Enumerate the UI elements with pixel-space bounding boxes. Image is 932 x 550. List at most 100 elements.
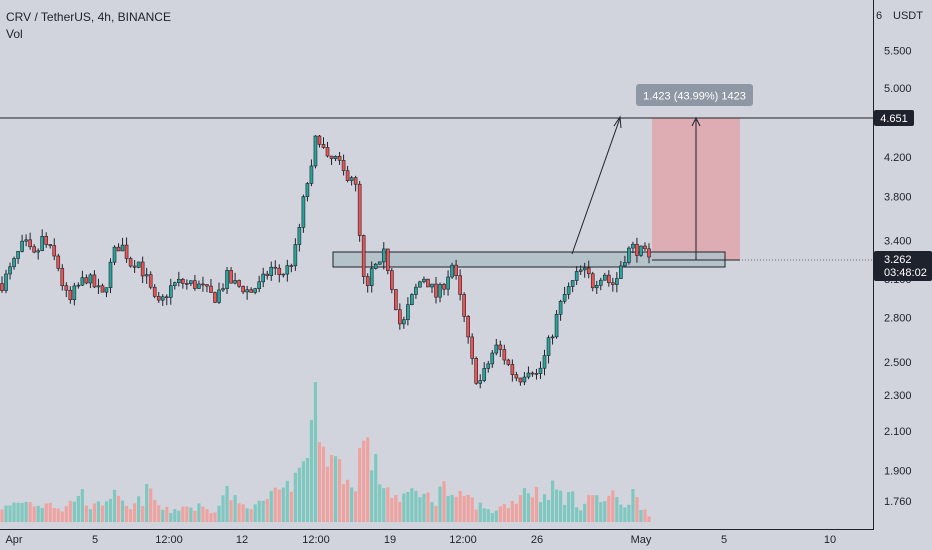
volume-bar <box>526 493 531 522</box>
volume-bar <box>12 502 16 522</box>
volume-bar <box>386 487 390 522</box>
candle-body <box>373 263 378 269</box>
volume-bar <box>595 495 599 522</box>
candle-body <box>526 372 531 378</box>
volume-bar <box>313 382 318 522</box>
candle-body <box>635 243 639 256</box>
candle-body <box>647 248 651 258</box>
time-tick-label: Apr <box>5 534 22 546</box>
volume-bar <box>181 506 185 522</box>
candle-body <box>28 239 32 248</box>
volume-bar <box>370 470 374 522</box>
volume-bar <box>100 505 105 522</box>
volume-bar <box>579 510 583 522</box>
candle-body <box>273 266 278 269</box>
candle-body <box>293 244 298 267</box>
volume-bar <box>221 495 225 522</box>
volume-bar <box>269 490 273 522</box>
volume-bar <box>502 504 506 522</box>
candle-body <box>558 300 563 315</box>
candle-body <box>72 285 77 301</box>
volume-bar <box>567 492 571 522</box>
volume-bar <box>410 488 414 522</box>
volume-bar <box>56 508 60 522</box>
volume-bar <box>474 509 478 522</box>
volume-bar <box>647 516 651 522</box>
candle-body <box>40 235 44 251</box>
candle-body <box>36 250 40 253</box>
volume-bar <box>237 503 241 522</box>
volume-bar <box>44 503 48 522</box>
volume-indicator-label[interactable]: Vol <box>6 27 23 41</box>
volume-bar <box>104 501 109 522</box>
price-tick-label: 6 <box>876 10 882 22</box>
volume-bar <box>575 507 579 522</box>
projection-arrow[interactable] <box>571 117 621 255</box>
volume-bar <box>458 490 462 522</box>
volume-bar <box>470 497 474 522</box>
volume-bars <box>0 382 651 522</box>
candle-body <box>578 269 583 272</box>
candle-body <box>313 135 318 167</box>
volume-bar <box>120 500 125 522</box>
candle-body <box>349 177 354 181</box>
volume-bar <box>486 509 490 522</box>
candle-body <box>168 285 173 298</box>
volume-bar <box>261 500 265 522</box>
candle-body <box>474 358 478 384</box>
volume-bar <box>631 489 635 522</box>
volume-bar <box>124 505 129 522</box>
volume-bar <box>522 488 527 522</box>
symbol-title[interactable]: CRV / TetherUS, 4h, BINANCE <box>6 10 171 24</box>
volume-bar <box>201 506 205 522</box>
candle-body <box>402 319 406 325</box>
candle-body <box>52 245 57 257</box>
candle-body <box>249 289 253 293</box>
volume-bar <box>607 495 611 522</box>
candle-body <box>213 292 217 303</box>
candle-body <box>185 283 189 285</box>
volume-bar <box>48 502 52 522</box>
candle-body <box>257 281 261 289</box>
volume-bar <box>36 505 40 522</box>
price-tick-label: 3.800 <box>884 192 912 204</box>
volume-bar <box>141 506 145 522</box>
volume-bar <box>297 467 301 522</box>
candle-body <box>470 336 474 359</box>
candle-body <box>237 280 241 287</box>
candle-body <box>108 261 113 288</box>
candle-body <box>566 286 571 295</box>
resistance-price-label: 4.651 <box>880 113 908 125</box>
volume-bar <box>153 499 157 522</box>
volume-bar <box>337 459 342 522</box>
volume-bar <box>72 501 76 522</box>
candle-body <box>570 280 575 287</box>
volume-bar <box>418 497 422 522</box>
volume-bar <box>64 506 68 522</box>
volume-bar <box>229 500 233 522</box>
candle-body <box>482 368 487 381</box>
time-tick-label: 5 <box>721 534 727 546</box>
candle-body <box>438 283 442 298</box>
volume-bar <box>249 509 253 522</box>
volume-bar <box>563 504 567 522</box>
candle-body <box>209 285 213 293</box>
time-tick-label: May <box>631 534 652 546</box>
candle-body <box>418 281 422 288</box>
volume-bar <box>293 472 297 522</box>
candle-body <box>394 289 398 311</box>
price-tick-label: 2.500 <box>884 357 912 369</box>
volume-bar <box>189 507 193 522</box>
candle-body <box>574 271 579 281</box>
volume-bar <box>346 479 350 522</box>
candle-body <box>181 278 185 284</box>
candle-body <box>542 355 547 369</box>
candle-body <box>586 267 591 275</box>
volume-bar <box>273 487 277 522</box>
volume-bar <box>209 513 213 522</box>
candle-body <box>498 344 503 350</box>
volume-bar <box>169 512 173 522</box>
candle-body <box>205 284 209 287</box>
volume-bar <box>514 503 518 522</box>
